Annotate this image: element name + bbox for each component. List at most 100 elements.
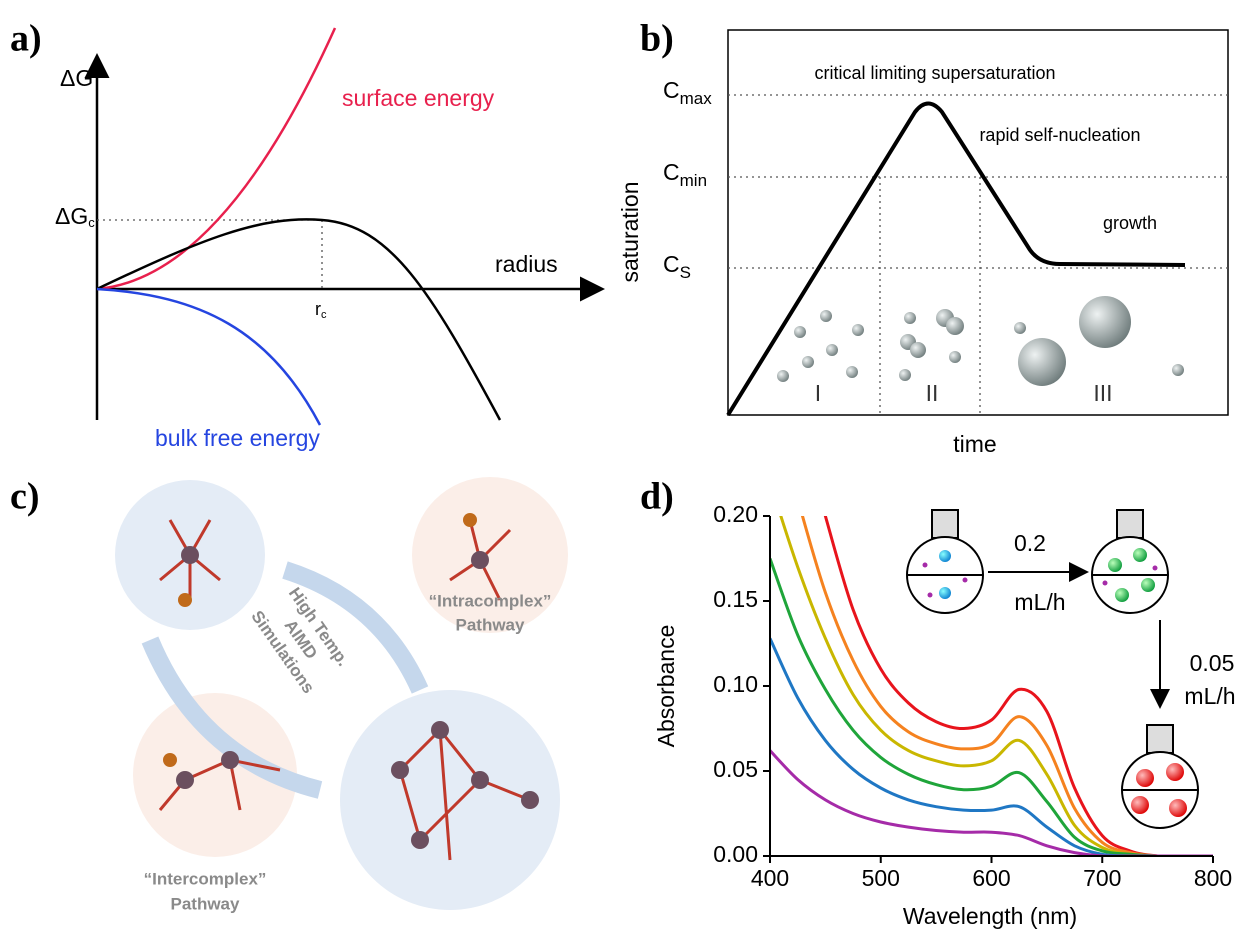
particle — [820, 310, 832, 322]
figure: a) ΔG surface energy ΔGc radius rc bulk … — [0, 0, 1248, 936]
atom — [471, 551, 489, 569]
atom — [176, 771, 194, 789]
subscript: c — [321, 309, 327, 321]
particle — [949, 351, 961, 363]
stopper — [1147, 725, 1173, 753]
pathway-label: Pathway — [171, 894, 241, 913]
y-axis-label: Absorbance — [653, 625, 679, 748]
x-tick-label: 600 — [972, 865, 1010, 891]
panel-label: b) — [640, 18, 674, 60]
text: C — [663, 159, 680, 185]
flask — [1092, 510, 1168, 613]
atom — [431, 721, 449, 739]
particle — [1153, 566, 1158, 571]
particle — [1014, 322, 1026, 334]
text: C — [663, 251, 680, 277]
particle — [899, 369, 911, 381]
level-label: CS — [663, 251, 691, 282]
text: C — [663, 77, 680, 103]
x-tick-label: 800 — [1194, 865, 1232, 891]
panel-label: d) — [640, 476, 674, 518]
particle — [1133, 548, 1147, 562]
particle — [1169, 799, 1187, 817]
particle — [1079, 296, 1131, 348]
particle — [1108, 558, 1122, 572]
atom — [221, 751, 239, 769]
atom — [391, 761, 409, 779]
x-tick-label: 400 — [751, 865, 789, 891]
particle — [910, 342, 926, 358]
particle — [1018, 338, 1066, 386]
panel-a: a) ΔG surface energy ΔGc radius rc bulk … — [10, 18, 600, 451]
x-axis-label: Wavelength (nm) — [903, 903, 1077, 929]
subscript: max — [680, 89, 713, 108]
particle — [1141, 578, 1155, 592]
particle — [1136, 769, 1154, 787]
particle — [794, 326, 806, 338]
flask — [1122, 725, 1198, 828]
particle — [904, 312, 916, 324]
page: a) ΔG surface energy ΔGc radius rc bulk … — [0, 0, 1248, 936]
curve-label: bulk free energy — [155, 425, 320, 451]
subscript: c — [88, 215, 95, 230]
panel-label: a) — [10, 18, 42, 60]
y-tick-label: 0.15 — [713, 586, 758, 612]
particle — [802, 356, 814, 368]
saturation-curve — [728, 104, 1185, 416]
particle — [1103, 581, 1108, 586]
particle — [1166, 763, 1184, 781]
particle — [846, 366, 858, 378]
panel-label: c) — [10, 476, 40, 518]
particle — [826, 344, 838, 356]
particle — [1115, 588, 1129, 602]
level-label: Cmax — [663, 77, 712, 108]
x-tick-label: 500 — [862, 865, 900, 891]
annotation: 0.2 — [1014, 530, 1046, 556]
annotation: ΔGc — [55, 203, 95, 230]
stage-label: I — [815, 380, 821, 406]
axis-label: saturation — [617, 181, 643, 282]
particle — [1131, 796, 1149, 814]
x-tick-label: 700 — [1083, 865, 1121, 891]
annotation: mL/h — [1014, 589, 1065, 615]
y-tick-label: 0.00 — [713, 841, 758, 867]
atom — [181, 546, 199, 564]
panel-c: c) High Temp. AIMD Simulations “Intracom… — [10, 476, 568, 914]
atom — [411, 831, 429, 849]
annotation: mL/h — [1184, 683, 1235, 709]
subscript: min — [680, 171, 707, 190]
annotation: rc — [315, 299, 327, 321]
particle — [928, 593, 933, 598]
particle — [939, 550, 951, 562]
bulk-curve — [97, 289, 320, 425]
atom — [163, 753, 177, 767]
particle — [963, 578, 968, 583]
y-tick-label: 0.10 — [713, 671, 758, 697]
y-tick-label: 0.20 — [713, 501, 758, 527]
pathway-label: “Intracomplex” — [429, 591, 552, 610]
axis-label: time — [953, 431, 996, 457]
pathway-label: Pathway — [456, 615, 526, 634]
stage-label: II — [926, 380, 939, 406]
particle — [777, 370, 789, 382]
atom — [178, 593, 192, 607]
level-label: Cmin — [663, 159, 707, 190]
particle — [939, 587, 951, 599]
surface-curve — [97, 28, 335, 289]
subscript: S — [680, 263, 691, 282]
axis-label: ΔG — [60, 65, 93, 91]
particle — [923, 563, 928, 568]
axis-label: radius — [495, 251, 558, 277]
annotation: 0.05 — [1190, 650, 1235, 676]
atom — [471, 771, 489, 789]
pathway-label: “Intercomplex” — [144, 869, 267, 888]
particle — [1172, 364, 1184, 376]
atom — [521, 791, 539, 809]
text: ΔG — [55, 203, 88, 229]
annotation: critical limiting supersaturation — [814, 63, 1055, 83]
y-tick-label: 0.05 — [713, 756, 758, 782]
stopper — [932, 510, 958, 538]
curve-label: surface energy — [342, 85, 495, 111]
particle — [946, 317, 964, 335]
panel-b: b) critical limiting supersaturation rap… — [617, 18, 1228, 457]
